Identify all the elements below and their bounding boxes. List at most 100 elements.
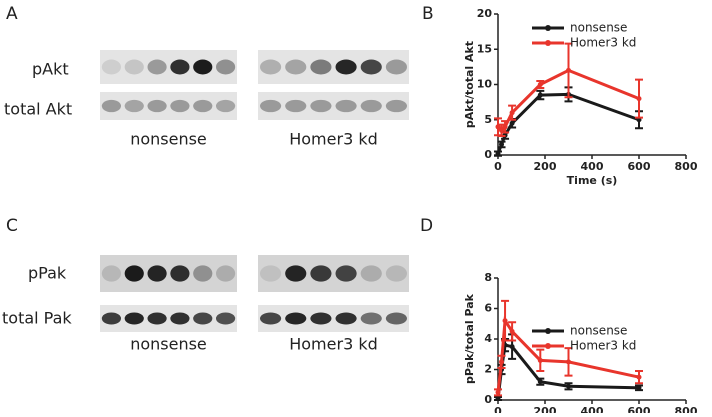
blot-band: [170, 99, 190, 113]
blot-band: [310, 312, 332, 325]
blot-band: [260, 99, 282, 113]
y-tick-label: 2: [484, 363, 492, 376]
blot-group-label: nonsense: [130, 130, 207, 149]
blot-band: [285, 59, 307, 75]
data-point: [566, 383, 571, 389]
x-tick-label: 400: [581, 160, 604, 173]
y-axis-label: pAkt/total Akt: [463, 41, 476, 128]
data-point: [636, 374, 642, 380]
panel-label: B: [422, 4, 434, 24]
y-tick-label: 5: [484, 113, 492, 126]
data-point: [636, 96, 642, 102]
y-tick-label: 15: [477, 42, 492, 55]
blot-band: [215, 265, 236, 282]
data-point: [495, 395, 501, 401]
blot-band: [285, 312, 307, 325]
blot-band: [215, 312, 236, 325]
x-tick-label: 400: [581, 405, 604, 413]
blot-strip: [258, 50, 409, 84]
legend-label: nonsense: [570, 324, 627, 338]
blot-band: [260, 59, 282, 75]
blot-group-label: Homer3 kd: [289, 130, 378, 149]
blot-row-label: total Pak: [2, 309, 72, 328]
legend-marker: [545, 328, 551, 334]
panel-label: A: [6, 4, 18, 24]
blot-band: [360, 265, 382, 282]
data-point: [537, 357, 543, 363]
legend-marker: [545, 343, 551, 349]
blot-band: [101, 312, 122, 325]
y-tick-label: 4: [484, 332, 492, 345]
y-tick-label: 20: [477, 7, 493, 20]
blot-band: [335, 99, 357, 113]
blot-band: [193, 99, 213, 113]
data-point: [509, 110, 515, 116]
data-point: [495, 389, 501, 395]
legend-label: nonsense: [570, 21, 627, 35]
blot-band: [215, 99, 236, 113]
blot-band: [335, 312, 357, 325]
blot-band: [170, 265, 190, 282]
blot-strip: [258, 255, 409, 292]
blot-band: [124, 265, 144, 282]
blot-group-label: Homer3 kd: [289, 335, 378, 354]
blot-strip: [100, 305, 237, 332]
legend-label: Homer3 kd: [570, 36, 636, 50]
y-tick-label: 6: [484, 302, 492, 315]
data-point: [509, 120, 515, 126]
blot-band: [124, 312, 144, 325]
blot-band: [310, 59, 332, 75]
data-point: [537, 82, 543, 87]
blot-band: [310, 99, 332, 113]
data-point: [566, 359, 571, 365]
blot-band: [215, 59, 236, 75]
x-tick-label: 200: [534, 160, 557, 173]
blot-band: [360, 59, 382, 75]
blot-band: [124, 59, 144, 75]
blot-row-label: pPak: [28, 264, 67, 283]
blot-band: [101, 265, 122, 282]
data-point: [636, 385, 642, 391]
data-point: [502, 124, 508, 130]
x-tick-label: 800: [675, 405, 698, 413]
blot-band: [124, 99, 144, 113]
blot-band: [147, 312, 167, 325]
y-tick-label: 0: [484, 148, 492, 161]
y-tick-label: 0: [484, 393, 492, 406]
y-axis-label: pPak/total Pak: [463, 293, 476, 384]
blot-band: [285, 99, 307, 113]
blot-band: [385, 99, 407, 113]
blot-band: [385, 59, 407, 75]
data-point: [495, 151, 501, 157]
blot-band: [147, 265, 167, 282]
legend-marker: [545, 25, 551, 31]
x-tick-label: 800: [675, 160, 698, 173]
data-point: [566, 67, 571, 73]
x-tick-label: 600: [628, 405, 651, 413]
blot-strip: [100, 92, 237, 120]
x-tick-label: 200: [534, 405, 557, 413]
series-line: [496, 92, 640, 155]
blot-group-label: nonsense: [130, 335, 207, 354]
blot-band: [260, 312, 282, 325]
blot-band: [335, 59, 357, 75]
data-point: [537, 92, 543, 98]
blot-strip: [258, 92, 409, 120]
blot-row-label: total Akt: [4, 100, 72, 119]
blot-strip: [100, 255, 237, 292]
x-tick-label: 0: [494, 160, 502, 173]
legend-label: Homer3 kd: [570, 339, 636, 353]
data-point: [537, 379, 543, 385]
blot-strip: [100, 50, 237, 84]
data-point: [509, 344, 515, 350]
blot-band: [147, 59, 167, 75]
y-tick-label: 10: [477, 78, 493, 91]
blot-band: [193, 265, 213, 282]
legend-marker: [545, 40, 551, 46]
blot-band: [260, 265, 282, 282]
blot-band: [310, 265, 332, 282]
blot-row-label: pAkt: [32, 60, 69, 79]
blot-band: [101, 59, 122, 75]
blot-band: [170, 59, 190, 75]
blot-band: [360, 99, 382, 113]
